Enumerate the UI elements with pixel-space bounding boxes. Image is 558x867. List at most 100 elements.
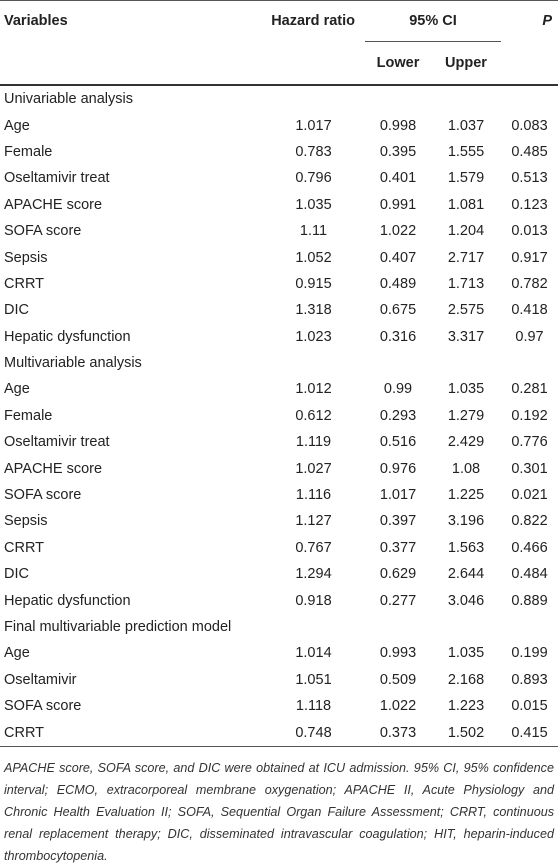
- variable-name: Age: [4, 117, 30, 134]
- data-row: APACHE score 1.027 0.976 1.08 0.301: [0, 455, 558, 481]
- variable-name: DIC: [4, 566, 29, 583]
- data-row: Hepatic dysfunction 0.918 0.277 3.046 0.889: [0, 587, 558, 613]
- data-row: CRRT 0.915 0.489 1.713 0.782: [0, 271, 558, 297]
- data-row: DIC 1.318 0.675 2.575 0.418: [0, 297, 558, 323]
- data-row: SOFA score 1.11 1.022 1.204 0.013: [0, 218, 558, 244]
- value-cell: 1.279: [447, 407, 485, 424]
- section-title: Univariable analysis: [4, 91, 133, 108]
- table-body: Univariable analysis Age 1.017 0.998 1.037 0.…: [0, 85, 558, 748]
- header-cell: 95% CI: [365, 0, 501, 42]
- value-cell: 0.97: [515, 328, 544, 345]
- data-row: Sepsis 1.052 0.407 2.717 0.917: [0, 244, 558, 270]
- header-cell: Hazard ratio: [262, 0, 365, 86]
- value-cell: 0.123: [511, 196, 548, 213]
- value-cell: 0.767: [295, 539, 332, 556]
- variable-name: CRRT: [4, 539, 45, 556]
- value-cell: 0.796: [295, 170, 332, 187]
- value-cell: 0.629: [379, 566, 417, 583]
- data-row: Sepsis 1.127 0.397 3.196 0.822: [0, 508, 558, 534]
- value-cell: 2.644: [447, 566, 485, 583]
- value-cell: 0.407: [379, 249, 417, 266]
- value-cell: 0.192: [511, 407, 548, 424]
- value-cell: 0.489: [379, 275, 417, 292]
- value-cell: 1.08: [451, 460, 481, 477]
- data-row: SOFA score 1.118 1.022 1.223 0.015: [0, 693, 558, 719]
- value-cell: 1.713: [447, 275, 485, 292]
- value-cell: 1.037: [447, 117, 485, 134]
- value-cell: 3.317: [447, 328, 485, 345]
- value-cell: 0.199: [511, 645, 548, 662]
- value-cell: 1.223: [447, 698, 485, 715]
- data-row: Age 1.017 0.998 1.037 0.083: [0, 112, 558, 138]
- data-row: CRRT 0.767 0.377 1.563 0.466: [0, 535, 558, 561]
- value-cell: 0.976: [379, 460, 417, 477]
- value-cell: 1.555: [447, 143, 485, 160]
- value-cell: 1.119: [295, 434, 332, 451]
- header-cell: Upper: [431, 41, 501, 86]
- section-title: Multivariable analysis: [4, 355, 142, 372]
- variable-name: Female: [4, 143, 53, 160]
- value-cell: 0.918: [295, 592, 332, 609]
- data-row: Oseltamivir 1.051 0.509 2.168 0.893: [0, 667, 558, 693]
- value-cell: 1.579: [447, 170, 485, 187]
- value-cell: 1.204: [447, 223, 485, 240]
- variable-name: Sepsis: [4, 513, 48, 530]
- value-cell: 1.502: [431, 719, 501, 748]
- value-cell: 1.11: [299, 223, 328, 240]
- value-cell: 0.991: [379, 196, 417, 213]
- value-cell: 0.395: [379, 143, 417, 160]
- variable-name: Oseltamivir treat: [4, 170, 110, 187]
- variable-name: DIC: [4, 302, 29, 319]
- value-cell: 0.513: [511, 170, 548, 187]
- value-cell: 1.017: [295, 117, 332, 134]
- value-cell: 0.99: [383, 381, 413, 398]
- value-cell: 0.516: [379, 434, 417, 451]
- value-cell: 1.051: [295, 671, 332, 688]
- value-cell: 0.015: [511, 698, 548, 715]
- value-cell: 0.301: [511, 460, 548, 477]
- data-row: Age 1.014 0.993 1.035 0.199: [0, 640, 558, 666]
- value-cell: 1.318: [295, 302, 332, 319]
- results-table: Variables Hazard ratio 95% CI P Lower Up…: [0, 0, 558, 748]
- value-cell: 1.116: [295, 487, 332, 504]
- value-cell: 3.196: [447, 513, 485, 530]
- variable-name: Sepsis: [4, 249, 48, 266]
- value-cell: 0.277: [379, 592, 417, 609]
- footnote: APACHE score, SOFA score, and DIC were o…: [4, 761, 554, 864]
- value-cell: 0.915: [295, 275, 332, 292]
- value-cell: 1.052: [295, 249, 332, 266]
- value-cell: 2.168: [447, 671, 485, 688]
- value-cell: 0.021: [511, 487, 548, 504]
- data-row: DIC 1.294 0.629 2.644 0.484: [0, 561, 558, 587]
- value-cell: 0.316: [379, 328, 417, 345]
- variable-name: APACHE score: [4, 460, 103, 477]
- value-cell: 1.035: [447, 645, 485, 662]
- value-cell: 0.917: [511, 249, 548, 266]
- header-cell: P: [501, 0, 558, 86]
- value-cell: 0.998: [379, 117, 417, 134]
- value-cell: 1.023: [295, 328, 332, 345]
- value-cell: 0.993: [379, 645, 417, 662]
- value-cell: 1.014: [295, 645, 332, 662]
- data-row: Oseltamivir treat 0.796 0.401 1.579 0.513: [0, 165, 558, 191]
- value-cell: 0.484: [511, 566, 548, 583]
- value-cell: 1.017: [379, 487, 417, 504]
- value-cell: 0.675: [379, 302, 417, 319]
- value-cell: 1.118: [295, 698, 332, 715]
- data-row: CRRT 0.748 0.373 1.502 0.415: [0, 719, 558, 748]
- value-cell: 0.783: [295, 143, 332, 160]
- value-cell: 0.293: [379, 407, 417, 424]
- value-cell: 0.485: [511, 143, 548, 160]
- value-cell: 0.822: [511, 513, 548, 530]
- value-cell: 1.022: [379, 698, 417, 715]
- data-row: SOFA score 1.116 1.017 1.225 0.021: [0, 482, 558, 508]
- variable-name: CRRT: [0, 719, 262, 748]
- value-cell: 0.748: [262, 719, 365, 748]
- data-row: APACHE score 1.035 0.991 1.081 0.123: [0, 192, 558, 218]
- value-cell: 1.022: [379, 223, 417, 240]
- variable-name: Age: [4, 645, 30, 662]
- value-cell: 1.027: [295, 460, 332, 477]
- value-cell: 3.046: [447, 592, 485, 609]
- value-cell: 0.397: [379, 513, 417, 530]
